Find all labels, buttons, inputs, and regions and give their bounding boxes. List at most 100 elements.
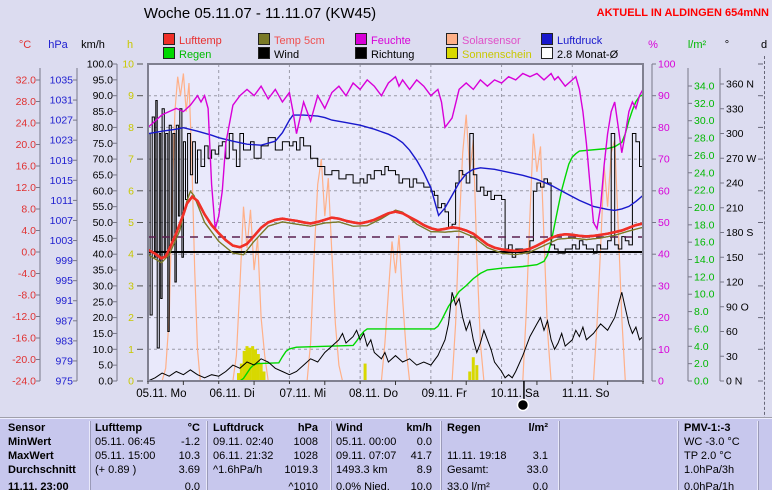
- axis-label: 35.0: [93, 265, 114, 277]
- axis-label: 75.0: [93, 138, 114, 150]
- axis-label: d: [761, 39, 767, 51]
- axis-label: 1023: [50, 135, 74, 147]
- axis-label: h: [127, 39, 133, 51]
- axis-label: 0 N: [726, 376, 742, 388]
- col-unit: hPa: [297, 422, 318, 434]
- station-banner: AKTUELL IN ALDINGEN 654mNN: [596, 7, 769, 19]
- axis-label: 360 N: [726, 79, 754, 91]
- cell-value: 10.3: [178, 450, 200, 462]
- axis-label: 60: [658, 185, 670, 197]
- cell-text: 33.0 l/m²: [447, 481, 490, 490]
- axis-label: 30.0: [93, 280, 114, 292]
- series-sonnenschein-bar: [242, 350, 246, 381]
- cell-value: 0.0: [184, 481, 200, 490]
- axis-label: 1035: [50, 75, 74, 87]
- axis-label: 07.11. Mi: [280, 388, 326, 400]
- legend-label: Regen: [179, 49, 212, 61]
- axis-label: 983: [55, 335, 73, 347]
- cell-text: 1.0hPa/3h: [684, 464, 735, 476]
- axis-label: 60.0: [93, 185, 114, 197]
- axis-label: 0: [128, 376, 134, 388]
- legend-label: Sonnenschein: [462, 49, 532, 61]
- col-header-luftdruck: Luftdruck: [213, 422, 264, 434]
- axis-label: 50: [658, 217, 670, 229]
- legend-swatch-sonnenschein: [446, 47, 458, 59]
- legend-item-wind: Wind: [258, 47, 299, 61]
- axis-label: 28.0: [694, 133, 715, 145]
- axis-label: 14.0: [694, 254, 715, 266]
- series-sonnenschein-bar: [262, 371, 266, 381]
- series-sonnenschein-bar: [363, 363, 367, 381]
- axis-label: 7: [128, 154, 134, 166]
- axis-label: 6: [128, 185, 134, 197]
- axis-label: 34.0: [694, 81, 715, 93]
- d-axis-dashed-line: [764, 56, 765, 490]
- axis-label: 50.0: [93, 217, 114, 229]
- axis-label: 70: [658, 154, 670, 166]
- series-temp5cm-top: [147, 190, 644, 264]
- legend-item-lufttemp: Lufttemp: [163, 33, 222, 47]
- cell-text: WC -3.0 °C: [684, 436, 740, 448]
- series-richtung: [148, 100, 644, 349]
- axis-label: 0.0: [21, 247, 36, 259]
- cell-value: 0.0: [532, 481, 548, 490]
- axis-label: 12.0: [16, 182, 37, 194]
- axis-label: 8.0: [21, 204, 36, 216]
- axis-label: -8.0: [18, 290, 36, 302]
- row-label-sensor: Sensor: [8, 422, 46, 434]
- cell-text: 05.11. 06:45: [95, 436, 156, 448]
- series-regen: [148, 94, 644, 382]
- axis-label: 22.0: [694, 185, 715, 197]
- legend-swatch-feuchte: [355, 33, 367, 45]
- col-unit: l/m²: [528, 422, 548, 434]
- axis-label: -16.0: [12, 333, 36, 345]
- axis-label: 08.11. Do: [349, 388, 398, 400]
- axis-label: 100.0: [87, 59, 113, 71]
- axis-label: 10.11. Sa: [491, 388, 540, 400]
- table-separator: [89, 421, 91, 490]
- col-header-wind: Wind: [336, 422, 363, 434]
- axis-label: 10.0: [93, 344, 114, 356]
- cell-text: TP 2.0 °C: [684, 450, 732, 462]
- axis-label: 40.0: [93, 249, 114, 261]
- series-sonnenschein-bar: [475, 365, 479, 381]
- series-solarsensor: [148, 73, 643, 382]
- axis-label: °: [725, 39, 729, 51]
- axis-label: 100: [658, 59, 676, 71]
- cell-value: 8.9: [416, 464, 432, 476]
- axis-label: 1019: [50, 155, 74, 167]
- cell-value: ^1010: [288, 481, 318, 490]
- legend-label: 2.8 Monat-Ø: [557, 49, 619, 61]
- axis-label: 60: [726, 326, 738, 338]
- legend-label: Richtung: [371, 49, 415, 61]
- axis-label: 999: [55, 255, 73, 267]
- legend-label: Solarsensor: [462, 35, 521, 47]
- axis-label: 10: [658, 344, 670, 356]
- legend-item-richtung: Richtung: [355, 47, 415, 61]
- cell-text: 05.11. 00:00: [336, 436, 397, 448]
- axis-label: 995: [55, 275, 73, 287]
- legend-item-temp-5cm: Temp 5cm: [258, 33, 325, 47]
- cell-value: 0.0: [416, 436, 432, 448]
- axis-label: 979: [55, 355, 73, 367]
- table-separator: [206, 421, 208, 490]
- series-sonnenschein-bar: [248, 347, 252, 381]
- axis-label: 1003: [50, 235, 74, 247]
- axis-label: 6.0: [694, 323, 709, 335]
- legend-item-sonnenschein: Sonnenschein: [446, 47, 532, 61]
- legend-item-luftdruck: Luftdruck: [541, 33, 602, 47]
- row-label-durchschnitt: Durchschnitt: [8, 464, 76, 476]
- legend-swatch-temp-5cm: [258, 33, 270, 45]
- axis-label: 06.11. Di: [209, 388, 254, 400]
- series-sonnenschein-bar: [251, 346, 255, 381]
- axis-label: 180 S: [726, 227, 753, 239]
- axis-label: km/h: [81, 39, 105, 51]
- weather-chart: 32.028.024.020.016.012.08.04.00.0-4.0-8.…: [12, 39, 767, 412]
- cell-text: 1493.3 km: [336, 464, 388, 476]
- series-lufttemp-top: [147, 194, 644, 260]
- cell-text: 0.0% Nied.: [336, 481, 390, 490]
- axis-label: %: [648, 39, 658, 51]
- legend-item-feuchte: Feuchte: [355, 33, 411, 47]
- axis-label: 32.0: [16, 75, 37, 87]
- axis-label: 95.0: [93, 74, 114, 86]
